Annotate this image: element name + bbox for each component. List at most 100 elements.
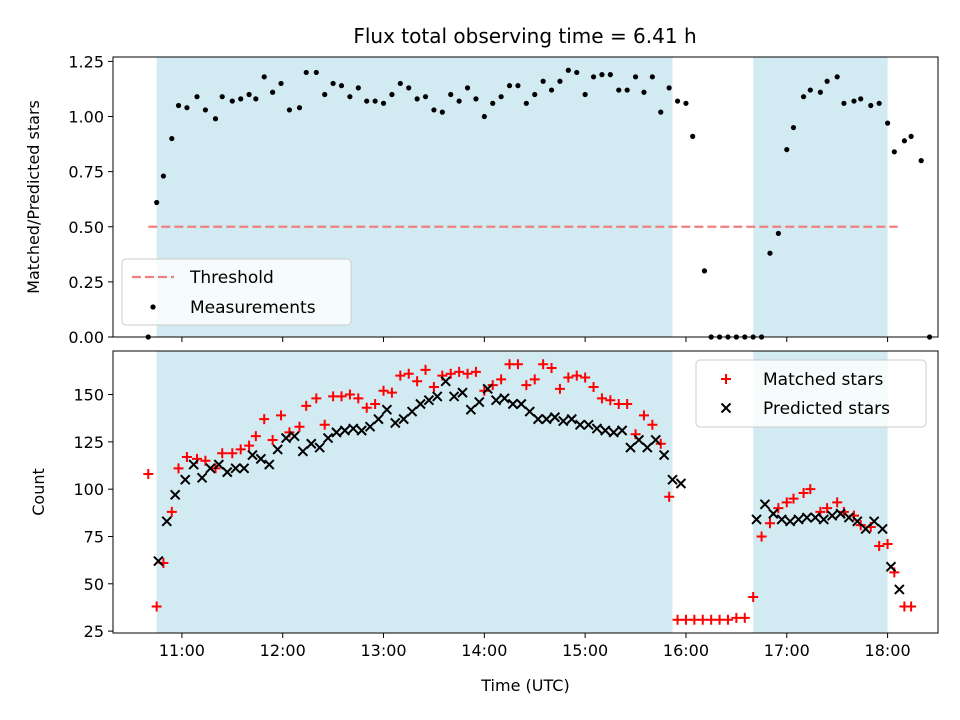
predicted-stars-point: [339, 425, 351, 436]
measurement-point: [414, 96, 420, 102]
y-tick-label: 1.25: [68, 52, 104, 71]
predicted-stars-point: [196, 472, 208, 484]
measurement-point: [590, 74, 597, 80]
legend: Threshold Measurements: [121, 258, 352, 326]
matched-stars-point: [470, 366, 481, 377]
predicted-stars-point: [465, 404, 477, 415]
predicted-stars-point: [532, 413, 544, 425]
matched-stars-point: [217, 448, 228, 459]
predicted-stars-point: [247, 449, 258, 461]
predicted-stars-point: [440, 376, 451, 387]
measurement-point: [303, 69, 309, 76]
predicted-stars-point: [608, 427, 619, 438]
matched-stars-point: [529, 374, 540, 385]
predicted-stars-point: [289, 430, 300, 442]
x-tick-label: 13:00: [360, 641, 406, 660]
matched-stars-point: [386, 387, 397, 398]
predicted-stars-point: [583, 419, 594, 431]
matched-stars-point: [267, 434, 278, 445]
measurement-point: [219, 94, 225, 100]
predicted-stars-point: [625, 442, 636, 453]
matched-stars-point: [605, 395, 616, 406]
x-axis-label: Time (UTC): [480, 676, 569, 695]
matched-stars-point: [714, 614, 725, 625]
predicted-stars-point: [373, 413, 384, 425]
matched-stars-point: [496, 374, 507, 385]
predicted-stars-point: [180, 474, 191, 485]
matched-stars-point: [301, 400, 312, 411]
matched-stars-point: [680, 614, 691, 625]
predicted-stars-point: [314, 442, 325, 453]
matched-stars-point: [706, 614, 717, 625]
measurement-point: [616, 87, 622, 93]
matched-stars-point: [181, 451, 192, 462]
measurement-point: [841, 100, 847, 106]
predicted-stars-point: [826, 510, 838, 521]
legend-measurements-label: Measurements: [190, 298, 316, 318]
matched-stars-point: [689, 614, 700, 625]
x-tick-label: 17:00: [764, 641, 810, 660]
predicted-stars-point: [448, 391, 460, 402]
measurement-point: [790, 124, 797, 131]
matched-stars-point: [613, 398, 624, 409]
measurement-point: [286, 107, 293, 113]
matched-stars-point: [647, 419, 658, 430]
measurement-point: [918, 158, 924, 164]
predicted-stars-point: [213, 459, 225, 470]
measurement-point: [632, 74, 639, 80]
measurement-point: [557, 78, 563, 84]
matched-stars-point: [739, 612, 750, 623]
matched-stars-point: [906, 601, 917, 612]
predicted-stars-point: [566, 413, 577, 425]
measurement-point: [834, 74, 840, 80]
measurement-point: [154, 199, 160, 206]
matched-stars-point: [588, 381, 599, 392]
legend-threshold-label: Threshold: [189, 268, 274, 288]
predicted-stars-point: [205, 463, 216, 474]
legend-matched-swatch: [721, 374, 731, 384]
matched-stars-point: [445, 368, 456, 379]
predicted-stars-point: [356, 425, 367, 436]
matched-stars-point: [395, 370, 406, 381]
matched-stars-point: [874, 540, 885, 551]
measurement-point: [464, 85, 471, 91]
y-tick-label: 25: [84, 622, 104, 641]
measurement-point: [891, 149, 897, 155]
matched-stars-point: [235, 444, 246, 455]
predicted-stars-point: [558, 415, 569, 427]
measurement-point: [439, 109, 445, 115]
matched-stars-point: [722, 614, 733, 625]
predicted-stars-point: [642, 442, 653, 453]
matched-stars-point: [200, 455, 211, 466]
matched-stars-point: [838, 506, 849, 517]
matched-stars-point: [412, 376, 423, 387]
matched-stars-point: [227, 448, 238, 459]
measurement-point: [389, 91, 395, 98]
predicted-stars-point: [650, 434, 661, 446]
measurement-point: [261, 74, 267, 80]
measurement-point: [372, 98, 378, 104]
measurement-point: [498, 94, 504, 100]
matched-stars-point: [294, 421, 305, 432]
matched-stars-point: [554, 383, 565, 394]
matched-stars-point: [462, 368, 473, 379]
predicted-stars-point: [633, 434, 645, 446]
predicted-stars-point: [348, 423, 359, 434]
measurement-point: [397, 80, 403, 87]
predicted-stars-point: [852, 516, 863, 527]
matched-stars-point: [822, 503, 833, 514]
y-tick-label: 0.75: [68, 163, 104, 182]
matched-stars-point: [571, 370, 582, 381]
matched-stars-point: [664, 491, 675, 502]
y-tick-label: 0.50: [68, 218, 104, 237]
matched-stars-point: [788, 493, 799, 504]
predicted-stars-point: [507, 398, 519, 410]
measurement-point: [824, 78, 830, 84]
predicted-stars-point: [524, 406, 535, 417]
matched-stars-point: [622, 398, 633, 409]
legend-box: [695, 359, 927, 428]
axes-frame: [112, 350, 939, 634]
matched-stars-point: [311, 393, 322, 404]
measurement-point: [908, 133, 914, 139]
